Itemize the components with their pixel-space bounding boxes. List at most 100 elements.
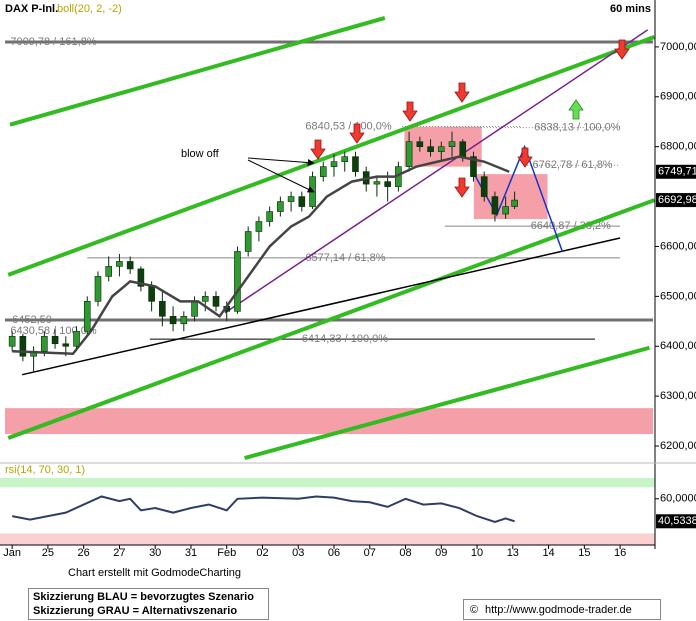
scenario-note: Skizzierung GRAU = Alternativszenario xyxy=(33,605,237,617)
y-tick-label: 6500,00 xyxy=(660,290,696,302)
x-tick-label: 14 xyxy=(542,547,554,559)
annotation-arrow xyxy=(247,157,315,167)
legend-box xyxy=(28,588,269,620)
rsi-title: rsi(14, 70, 30, 1) xyxy=(5,464,85,476)
last-value-label: 6692,98 xyxy=(658,194,696,206)
candle-body xyxy=(73,330,80,347)
y-tick-label: 6300,00 xyxy=(660,390,696,402)
x-tick-label: 30 xyxy=(149,547,161,559)
level-label: 6762,78 / 61,8% xyxy=(532,159,612,171)
candle-body xyxy=(341,156,349,162)
candle-body xyxy=(405,141,413,167)
candle-body xyxy=(83,301,91,332)
url: http://www.godmode-trader.de xyxy=(485,604,632,616)
trendline xyxy=(224,29,649,314)
annotation-arrow xyxy=(247,159,315,193)
last-value-box xyxy=(656,514,696,529)
rsi-line xyxy=(11,495,515,523)
y-tick-label: 6400,00 xyxy=(660,340,696,352)
candle-body xyxy=(448,141,456,147)
x-tick-label: 10 xyxy=(471,547,483,559)
level-label: 6577,14 / 61,8% xyxy=(305,252,385,264)
candle-body xyxy=(180,316,188,325)
x-tick-label: 03 xyxy=(292,547,304,559)
candle-body xyxy=(502,206,509,215)
candle-body xyxy=(352,156,359,172)
y-tick-label: 7000,00 xyxy=(660,41,696,53)
x-tick-label: 16 xyxy=(614,547,626,559)
x-tick-label: 13 xyxy=(507,547,519,559)
url-box xyxy=(463,599,661,620)
candle-body xyxy=(416,141,424,147)
candle-body xyxy=(212,296,220,307)
level-label: 6452,50 xyxy=(12,314,52,326)
x-tick-label: 08 xyxy=(399,547,411,559)
candle-body xyxy=(384,181,391,187)
candle-body xyxy=(244,231,252,252)
x-tick-label: 02 xyxy=(256,547,268,559)
price-plot: 7009,78 / 161,8% 6840,53 / 100,0% 6838,13 … xyxy=(5,16,655,460)
candle-body xyxy=(298,196,306,207)
trendline xyxy=(7,198,655,440)
y-tick-label: 6600,00 xyxy=(660,240,696,252)
candle-body xyxy=(437,146,445,152)
copyright: © xyxy=(470,604,478,616)
candle-body xyxy=(62,343,70,347)
x-tick-label: 06 xyxy=(328,547,340,559)
x-tick-label: 27 xyxy=(113,547,125,559)
x-tick-label: 09 xyxy=(435,547,447,559)
candle-body xyxy=(105,266,113,277)
candle-body xyxy=(201,296,209,302)
rsi-band xyxy=(0,478,655,488)
candle-body xyxy=(319,166,327,177)
trendline xyxy=(7,35,655,277)
zone xyxy=(5,408,653,435)
candle-body xyxy=(491,196,499,215)
y-tick-label: 6200,00 xyxy=(660,440,696,452)
last-value-box xyxy=(656,164,696,179)
timeframe: 60 mins xyxy=(610,3,651,15)
credit: Chart erstellt mit GodmodeCharting xyxy=(68,567,241,579)
candle-body xyxy=(330,161,338,167)
arrows xyxy=(247,39,630,198)
candle-body xyxy=(8,335,16,347)
level-label: 6414,33 / 100,0% xyxy=(302,333,388,345)
level-label: 7009,78 / 161,8% xyxy=(10,36,96,48)
level-label: 6838,13 / 100,0% xyxy=(534,122,620,134)
candle-body xyxy=(266,211,273,222)
candle-body xyxy=(427,146,434,152)
trendline xyxy=(244,345,650,460)
candle-body xyxy=(126,261,134,270)
annotation: blow off xyxy=(181,148,220,160)
rsi-plot xyxy=(0,478,655,545)
candle-body xyxy=(94,276,102,302)
x-tick-label: Feb xyxy=(217,547,236,559)
trendline xyxy=(9,16,386,127)
candle-body xyxy=(116,261,123,267)
candle-body xyxy=(137,268,145,287)
scenario-note: Skizzierung BLAU = bevorzugtes Szenario xyxy=(33,591,254,603)
y-tick-label: 6800,00 xyxy=(660,141,696,153)
candle-body xyxy=(19,335,27,357)
bollinger-line xyxy=(12,155,510,356)
candle-body xyxy=(234,251,241,312)
y-tick-label: 60,0000 xyxy=(660,493,696,505)
candle-body xyxy=(148,286,155,302)
x-tick-label: 26 xyxy=(78,547,90,559)
candle-body xyxy=(470,156,477,177)
candle-body xyxy=(169,316,177,325)
candle-body xyxy=(277,201,284,212)
level-label: 6840,53 / 100,0% xyxy=(305,120,391,132)
candle-body xyxy=(459,141,467,157)
legend-entry: boll(20, 2, -2) xyxy=(57,3,122,15)
candle-body xyxy=(159,301,166,317)
last-value-label: 40,5338 xyxy=(658,515,696,527)
candle-body xyxy=(511,199,518,207)
x-tick-label: 15 xyxy=(578,547,590,559)
rsi-band xyxy=(0,533,655,545)
x-tick-label: 25 xyxy=(42,547,54,559)
last-value-label: 6749,71 xyxy=(658,166,696,178)
trendline xyxy=(21,237,621,376)
